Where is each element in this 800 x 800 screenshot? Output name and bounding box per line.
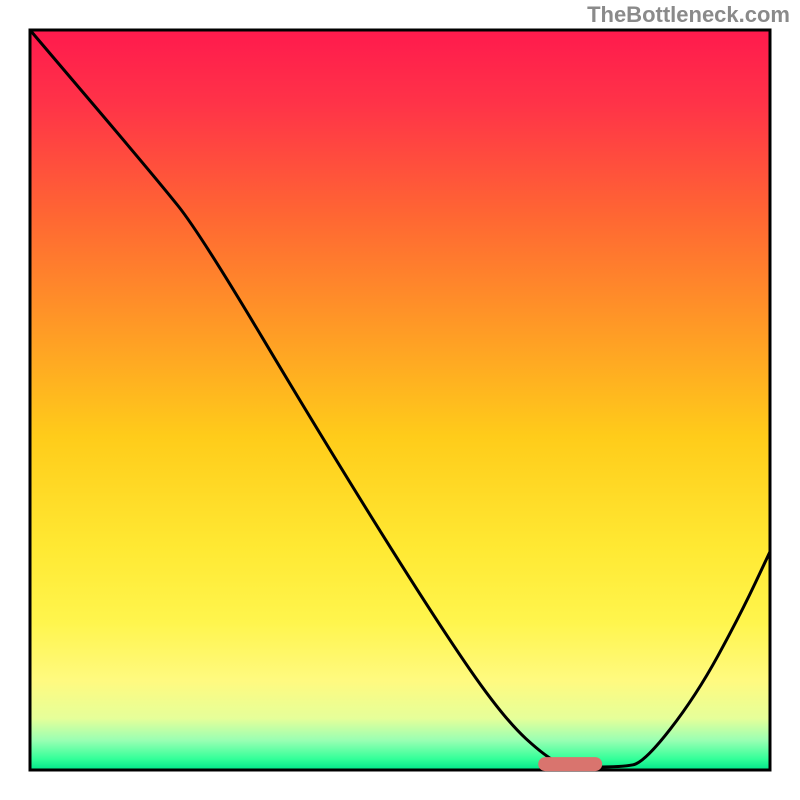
plot-background xyxy=(30,30,770,770)
bottleneck-chart xyxy=(0,0,800,800)
chart-container: { "meta": { "source_watermark": "TheBott… xyxy=(0,0,800,800)
watermark-text: TheBottleneck.com xyxy=(587,2,790,28)
optimal-range-marker xyxy=(538,757,602,771)
